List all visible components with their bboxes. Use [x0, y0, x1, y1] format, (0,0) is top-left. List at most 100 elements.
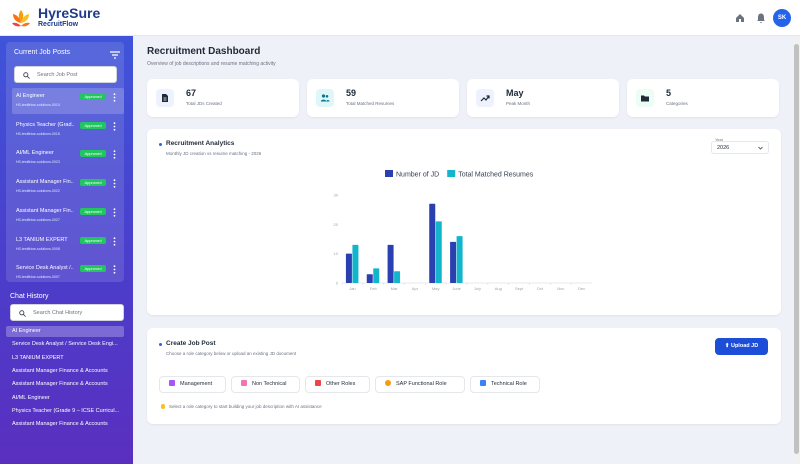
chevron-down-icon: [758, 146, 763, 150]
year-select[interactable]: 2026: [711, 141, 769, 154]
job-post-title: Service Desk Analyst /...: [16, 265, 74, 272]
chat-history-item[interactable]: Assistant Manager Finance & Accounts: [12, 367, 108, 374]
more-options-icon[interactable]: [113, 265, 116, 274]
stat-card-jds: 67 Total JDs Created: [147, 79, 299, 117]
job-post-id: HS-testfirlow-solutions-0008: [16, 246, 60, 251]
chat-history-item[interactable]: L3 TANIUM EXPERT: [12, 354, 64, 361]
category-management-button[interactable]: Management: [159, 376, 226, 393]
x-tick-label: Oct: [537, 286, 544, 291]
category-other-roles-button[interactable]: Other Roles: [305, 376, 370, 393]
job-post-id: HS-testfirlow-solutions-0027: [16, 217, 60, 222]
status-badge: Approved: [80, 93, 106, 100]
gear-icon: [385, 380, 391, 386]
brand-name: HyreSure: [38, 5, 101, 21]
status-badge: Approved: [80, 265, 106, 273]
x-tick-label: Feb: [370, 286, 378, 291]
x-tick-label: May: [432, 286, 440, 291]
chat-search-input[interactable]: Search Chat History: [10, 304, 124, 321]
more-options-icon[interactable]: [113, 208, 116, 217]
category-sap-functional-button[interactable]: SAP Functional Role: [375, 376, 465, 393]
category-label: Management: [180, 381, 213, 387]
hint-text: Select a role category to start building…: [161, 404, 322, 409]
status-badge: Approved: [80, 150, 106, 158]
legend-label: Total Matched Resumes: [458, 172, 534, 179]
x-tick-label: Nov: [557, 286, 564, 291]
upload-jd-button[interactable]: ⬆ Upload JD: [715, 338, 768, 355]
job-search-input[interactable]: Search Job Post: [14, 66, 117, 83]
category-non-technical-button[interactable]: Non Technical: [231, 376, 300, 393]
stat-value: 5: [666, 88, 672, 98]
stat-card-categories: 5 Categories: [627, 79, 779, 117]
chat-history-title: Chat History: [10, 293, 49, 300]
job-post-item[interactable]: Physics Teacher (Grad... HS-testfirlow-so…: [12, 117, 124, 143]
y-tick-label: 20: [334, 222, 339, 227]
y-tick-label: 0: [336, 281, 339, 286]
create-job-subtitle: Choose a role category below or upload a…: [166, 351, 297, 356]
filter-icon[interactable]: [110, 51, 120, 59]
x-tick-label: Sept: [515, 286, 524, 291]
more-options-icon[interactable]: [113, 236, 116, 246]
stat-label: Total Matched Resumes: [346, 101, 395, 106]
folder-icon: [641, 95, 649, 102]
bar-jd: [366, 274, 373, 283]
stat-value: 67: [186, 88, 197, 98]
job-search-placeholder: Search Job Post: [37, 72, 78, 78]
pin-icon: [315, 380, 321, 386]
main-content: Recruitment Dashboard Overview of job de…: [133, 36, 793, 464]
stat-label: Total JDs Created: [186, 101, 222, 106]
bar-jd: [387, 244, 394, 283]
job-post-item[interactable]: AI/ML Engineer HS-testfirlow-solutions-00…: [12, 145, 124, 171]
more-options-icon[interactable]: [113, 150, 116, 160]
bar-resumes: [352, 244, 359, 283]
job-post-item[interactable]: L3 TANIUM EXPERT HS-testfirlow-solutions-…: [12, 232, 124, 258]
x-tick-label: July: [474, 286, 481, 291]
stat-card-peak-month: May Peak Month: [467, 79, 619, 117]
category-technical-role-button[interactable]: Technical Role: [470, 376, 540, 393]
chart-icon: [169, 380, 175, 386]
chat-history-item[interactable]: AI/ML Engineer: [12, 394, 50, 401]
job-post-item[interactable]: Assistant Manager Fin... HS-testfirlow-so…: [12, 174, 124, 200]
bell-icon[interactable]: [755, 12, 767, 24]
x-tick-label: Jan: [349, 286, 355, 291]
year-label: Year: [715, 137, 724, 142]
x-tick-label: June: [452, 286, 461, 291]
job-post-id: HS-testfirlow-solutions-0010: [16, 103, 60, 107]
stat-value: May: [506, 88, 524, 98]
job-posts-title: Current Job Posts: [14, 49, 71, 56]
bullet: [159, 343, 162, 346]
job-post-id: HS-testfirlow-solutions-0023: [16, 160, 60, 165]
stat-card-resumes: 59 Total Matched Resumes: [307, 79, 459, 117]
x-tick-label: Dec: [578, 286, 585, 291]
chat-history-item[interactable]: Physics Teacher (Grade 9 – ICSE Curricul…: [12, 407, 120, 414]
job-post-item[interactable]: Assistant Manager Fin... HS-testfirlow-so…: [12, 203, 124, 229]
y-tick-label: 10: [334, 251, 339, 256]
job-post-id: HS-testfirlow-solutions-0007: [16, 275, 60, 280]
avatar[interactable]: SK: [773, 9, 791, 27]
bar-resumes: [456, 236, 463, 283]
search-icon: [23, 72, 30, 79]
chat-history-item[interactable]: AI Engineer: [6, 326, 124, 337]
job-post-item[interactable]: AI Engineer HS-testfirlow-solutions-0010 A…: [12, 88, 124, 114]
document-icon: [162, 94, 168, 102]
job-post-title: Assistant Manager Fin...: [16, 207, 74, 214]
scrollbar[interactable]: [793, 36, 800, 464]
page-subtitle: Overview of job descriptions and resume …: [147, 61, 276, 67]
chat-history-item[interactable]: Assistant Manager Finance & Accounts: [12, 381, 108, 388]
more-options-icon[interactable]: [113, 93, 116, 102]
chat-history-item[interactable]: Assistant Manager Finance & Accounts: [12, 421, 108, 428]
create-job-card: Create Job Post Choose a role category b…: [147, 328, 781, 424]
category-label: Non Technical: [252, 381, 287, 387]
computer-icon: [480, 380, 486, 386]
legend-label: Number of JD: [396, 172, 439, 179]
search-icon: [19, 310, 26, 317]
chat-history-item[interactable]: Service Desk Analyst / Service Desk Engi…: [12, 341, 118, 348]
job-post-item[interactable]: Service Desk Analyst /... HS-testfirlow-s…: [12, 260, 124, 286]
more-options-icon[interactable]: [113, 179, 116, 188]
more-options-icon[interactable]: [113, 121, 116, 131]
stat-value: 59: [346, 88, 357, 98]
scrollbar-thumb[interactable]: [794, 44, 799, 454]
job-post-title: AI Engineer: [16, 93, 45, 99]
x-tick-label: Mar: [391, 286, 399, 291]
status-badge: Approved: [80, 121, 106, 129]
home-icon[interactable]: [734, 12, 746, 24]
